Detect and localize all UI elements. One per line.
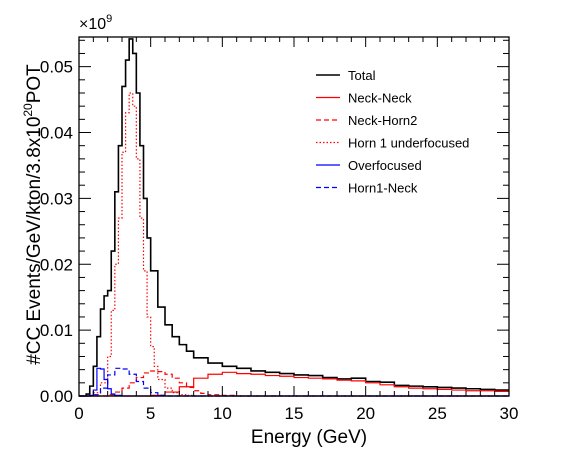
y-multiplier-base: ×10 — [79, 16, 106, 33]
legend-label: Horn 1 underfocused — [348, 136, 469, 151]
y-axis-title-main: #CC Events/GeV/kton/3.8x10 — [24, 117, 45, 365]
legend-label: Neck-Neck — [348, 91, 412, 106]
legend: Total Neck-Neck Neck-Horn2 Horn 1 underfocu… — [316, 68, 469, 196]
legend-label: Neck-Horn2 — [348, 113, 417, 128]
y-axis-title-exponent: 20 — [21, 103, 35, 117]
y-tick-label: 0.00 — [40, 387, 73, 406]
legend-label: Overfocused — [348, 158, 422, 173]
x-tick-label: 15 — [285, 404, 304, 423]
x-axis-title: Energy (GeV) — [251, 427, 367, 448]
y-tick-label: 0.01 — [40, 321, 73, 340]
x-tick-label: 20 — [356, 404, 375, 423]
x-tick-label: 25 — [428, 404, 447, 423]
y-multiplier-exponent: 9 — [106, 13, 112, 25]
y-axis-title: #CC Events/GeV/kton/3.8x1020POT — [21, 64, 45, 365]
ticks-layer: 0 5 10 15 20 25 30 0.00 0.01 0.02 0.03 0.04 0.05 — [40, 37, 519, 423]
x-tick-label: 30 — [500, 404, 519, 423]
series-line-horn1-neck — [79, 367, 509, 397]
svg-text:#CC Events/GeV/kton/3.8x1020PO: #CC Events/GeV/kton/3.8x1020POT — [21, 64, 45, 365]
y-tick-label: 0.03 — [40, 189, 73, 208]
y-axis-multiplier: ×109 — [79, 13, 112, 33]
legend-label: Horn1-Neck — [348, 181, 418, 196]
series-line-total — [79, 38, 509, 397]
x-tick-label: 10 — [213, 404, 232, 423]
x-tick-label: 0 — [74, 404, 83, 423]
series-line-horn-1-underfocused — [79, 92, 509, 397]
y-tick-label: 0.04 — [40, 124, 73, 143]
x-tick-label: 5 — [146, 404, 155, 423]
legend-label: Total — [348, 68, 376, 83]
y-axis-title-suffix: POT — [24, 64, 45, 103]
y-tick-label: 0.02 — [40, 255, 73, 274]
y-tick-label: 0.05 — [40, 58, 73, 77]
